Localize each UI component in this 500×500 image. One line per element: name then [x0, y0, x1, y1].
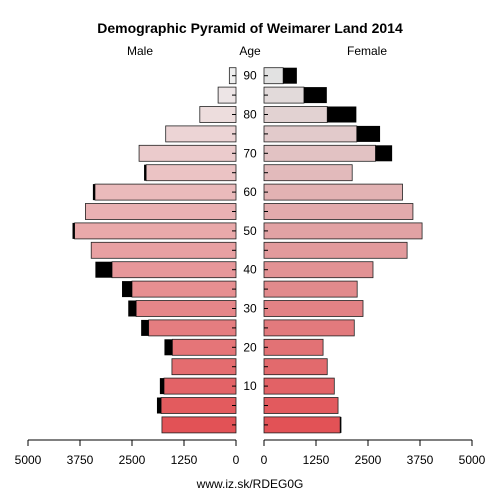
male-bar-75-79 [165, 125, 237, 143]
female-bar-30-34 [263, 300, 364, 317]
source-label: www.iz.sk/RDEG0G [196, 477, 304, 491]
male-excess-bar-65-69 [144, 164, 147, 181]
male-excess-bar-10-14 [159, 378, 165, 395]
bars-group [72, 67, 423, 434]
male-bar-65-69 [145, 164, 237, 182]
male-excess-bar-30-34 [128, 300, 137, 317]
male-bar-35-39 [131, 280, 237, 298]
age-header: Age [239, 44, 261, 58]
female-excess-bar-85-89 [303, 87, 327, 104]
female-x-tick-label: 3750 [407, 453, 434, 467]
male-bar-25-29 [148, 319, 237, 337]
male-header: Male [127, 44, 153, 58]
male-bar-5-9 [160, 397, 237, 414]
female-bar-35-39 [263, 280, 358, 298]
male-bar-10-14 [163, 377, 237, 395]
female-bar-25-29 [263, 319, 355, 337]
male-bar-70-74 [138, 144, 237, 162]
male-bar-15-19 [171, 358, 237, 376]
female-bar-75-79 [263, 125, 358, 143]
male-excess-bar-35-39 [122, 281, 132, 298]
male-bar-80-84 [199, 106, 237, 123]
female-bar-70-74 [263, 144, 376, 162]
male-x-tick-label: 5000 [15, 453, 42, 467]
female-x-tick-label: 1250 [303, 453, 330, 467]
male-bar-55-59 [85, 203, 237, 220]
male-bar-60-64 [94, 183, 237, 201]
female-excess-bar-75-79 [356, 125, 381, 142]
male-excess-bar-60-64 [92, 184, 95, 201]
male-bar-45-49 [90, 241, 237, 259]
female-bar-5-9 [263, 397, 339, 414]
female-bar-0-4 [263, 416, 341, 434]
male-x-tick-label: 2500 [119, 453, 146, 467]
female-excess-bar-70-74 [375, 145, 393, 162]
male-bar-0-4 [161, 416, 237, 434]
male-x-tick-label: 1250 [171, 453, 198, 467]
female-x-tick-label: 5000 [459, 453, 486, 467]
female-bar-10-14 [263, 377, 335, 395]
age-tick-label: 10 [243, 379, 257, 393]
female-bar-40-44 [263, 261, 374, 279]
female-header: Female [347, 44, 387, 58]
female-bar-65-69 [263, 164, 353, 182]
female-bar-50-54 [263, 222, 423, 240]
female-bar-60-64 [263, 183, 403, 201]
female-bar-55-59 [263, 203, 414, 220]
male-x-tick-label: 3750 [67, 453, 94, 467]
male-bar-50-54 [74, 222, 237, 240]
female-bar-20-24 [263, 338, 324, 356]
male-excess-bar-5-9 [156, 397, 162, 414]
female-x-tick-label: 2500 [355, 453, 382, 467]
male-excess-bar-50-54 [72, 222, 75, 239]
age-tick-label: 80 [243, 108, 257, 122]
female-bar-15-19 [263, 358, 328, 376]
male-bar-40-44 [111, 261, 237, 279]
age-tick-label: 70 [243, 146, 257, 160]
axes-group: 10 20 30 40 50 60 70 80 90 5000 3750 2500 1250 0 0 1250… [15, 69, 486, 467]
male-x-tick-label: 0 [233, 453, 240, 467]
female-x-tick-label: 0 [261, 453, 268, 467]
age-tick-label: 20 [243, 340, 257, 354]
male-excess-bar-25-29 [141, 319, 149, 336]
age-tick-label: 90 [243, 69, 257, 83]
male-excess-bar-40-44 [95, 261, 113, 278]
male-excess-bar-20-24 [164, 339, 173, 356]
female-excess-bar-90+ [283, 67, 297, 84]
age-tick-label: 40 [243, 263, 257, 277]
chart-title: Demographic Pyramid of Weimarer Land 201… [97, 20, 403, 36]
age-tick-label: 50 [243, 224, 257, 238]
male-bar-20-24 [171, 338, 237, 356]
female-bar-80-84 [263, 106, 328, 123]
female-excess-bar-80-84 [327, 106, 357, 123]
age-tick-label: 30 [243, 302, 257, 316]
age-tick-label: 60 [243, 185, 257, 199]
female-bar-45-49 [263, 241, 408, 259]
male-bar-30-34 [135, 300, 237, 317]
female-excess-bar-0-4 [340, 416, 342, 433]
female-bar-85-89 [263, 86, 305, 104]
